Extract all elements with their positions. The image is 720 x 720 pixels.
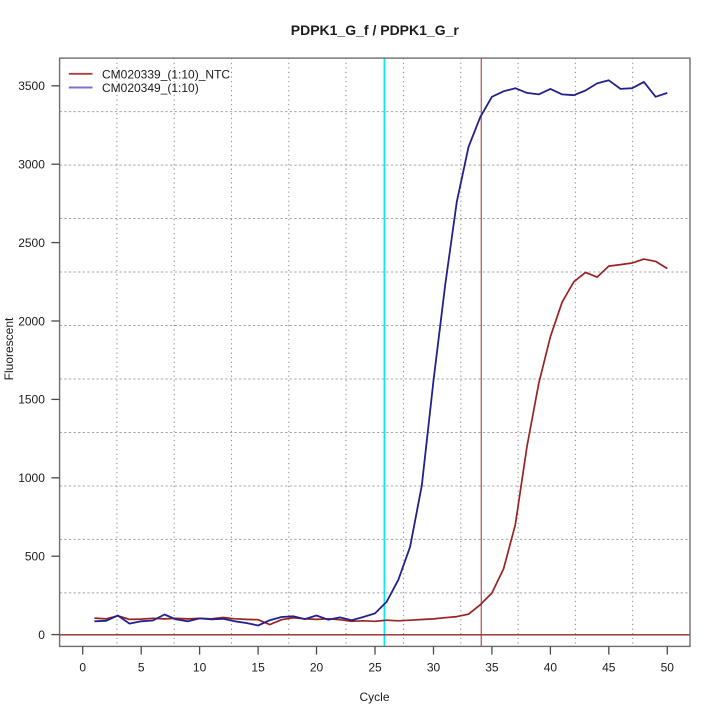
- svg-text:3500: 3500: [18, 79, 45, 93]
- svg-text:25: 25: [368, 660, 382, 674]
- svg-text:0: 0: [38, 628, 45, 642]
- svg-text:1000: 1000: [18, 471, 45, 485]
- svg-text:Cycle: Cycle: [359, 690, 389, 704]
- svg-text:10: 10: [193, 660, 207, 674]
- svg-text:3000: 3000: [18, 158, 45, 172]
- svg-text:2000: 2000: [18, 314, 45, 328]
- svg-text:30: 30: [427, 660, 441, 674]
- svg-text:35: 35: [485, 660, 499, 674]
- svg-text:0: 0: [79, 660, 86, 674]
- svg-text:2500: 2500: [18, 236, 45, 250]
- svg-text:500: 500: [25, 550, 45, 564]
- svg-text:5: 5: [138, 660, 145, 674]
- svg-text:40: 40: [544, 660, 558, 674]
- svg-text:20: 20: [310, 660, 324, 674]
- svg-text:45: 45: [602, 660, 616, 674]
- svg-text:CM020349_(1:10): CM020349_(1:10): [102, 81, 199, 95]
- svg-text:Fluorescent: Fluorescent: [2, 317, 16, 380]
- svg-text:50: 50: [661, 660, 675, 674]
- svg-text:1500: 1500: [18, 393, 45, 407]
- svg-text:15: 15: [251, 660, 265, 674]
- svg-text:PDPK1_G_f / PDPK1_G_r: PDPK1_G_f / PDPK1_G_r: [291, 22, 460, 38]
- svg-text:CM020339_(1:10)_NTC: CM020339_(1:10)_NTC: [102, 67, 230, 81]
